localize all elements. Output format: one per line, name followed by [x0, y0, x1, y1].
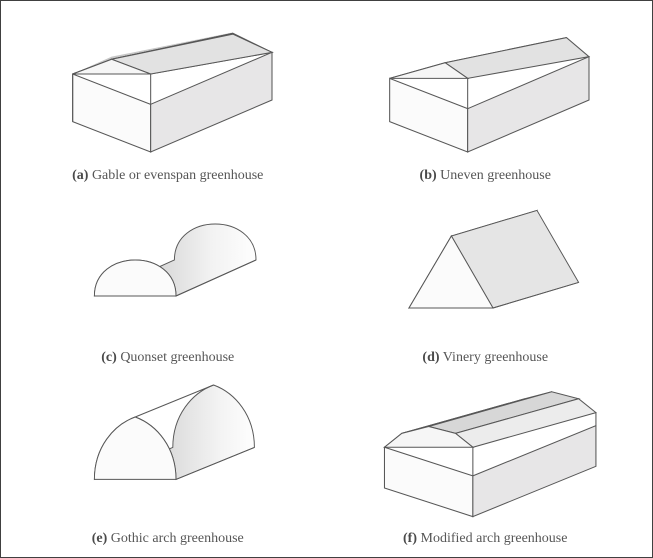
figure-caption-text: Gable or evenspan greenhouse [92, 168, 263, 183]
figure-frame: (a) Gable or evenspan greenhouse (b) Une… [0, 0, 653, 558]
figure-caption-c: (c) Quonset greenhouse [101, 346, 234, 372]
greenhouse-gothic-icon [48, 379, 288, 519]
figure-cell-a: (a) Gable or evenspan greenhouse [13, 9, 323, 190]
greenhouse-uneven-icon [355, 17, 615, 157]
figure-cell-e: (e) Gothic arch greenhouse [13, 372, 323, 553]
figure-illustration-e [13, 372, 323, 527]
figure-caption-b: (b) Uneven greenhouse [420, 164, 551, 190]
figure-caption-text: Gothic arch greenhouse [111, 531, 244, 546]
figure-illustration-c [13, 190, 323, 345]
greenhouse-gable-icon [38, 17, 298, 157]
figure-caption-tag: (f) [403, 531, 417, 546]
figure-caption-d: (d) Vinery greenhouse [422, 346, 548, 372]
figure-cell-f: (f) Modified arch greenhouse [331, 372, 641, 553]
figure-caption-tag: (e) [92, 531, 108, 546]
figure-caption-tag: (a) [72, 168, 88, 183]
figure-illustration-a [13, 9, 323, 164]
figure-cell-d: (d) Vinery greenhouse [331, 190, 641, 371]
figure-caption-a: (a) Gable or evenspan greenhouse [72, 164, 263, 190]
greenhouse-vinery-icon [365, 198, 605, 338]
figure-caption-f: (f) Modified arch greenhouse [403, 527, 567, 553]
figure-caption-tag: (c) [101, 350, 117, 365]
figure-illustration-f [331, 372, 641, 527]
figure-cell-b: (b) Uneven greenhouse [331, 9, 641, 190]
figure-caption-tag: (b) [420, 168, 437, 183]
greenhouse-quonset-icon [48, 198, 288, 338]
figure-illustration-b [331, 9, 641, 164]
figure-illustration-d [331, 190, 641, 345]
figure-cell-c: (c) Quonset greenhouse [13, 190, 323, 371]
greenhouse-modified-arch-icon [355, 379, 615, 519]
figure-caption-text: Vinery greenhouse [443, 350, 548, 365]
figure-caption-text: Modified arch greenhouse [421, 531, 568, 546]
figure-caption-text: Quonset greenhouse [120, 350, 234, 365]
figure-caption-text: Uneven greenhouse [440, 168, 551, 183]
figure-caption-tag: (d) [422, 350, 439, 365]
figure-caption-e: (e) Gothic arch greenhouse [92, 527, 244, 553]
